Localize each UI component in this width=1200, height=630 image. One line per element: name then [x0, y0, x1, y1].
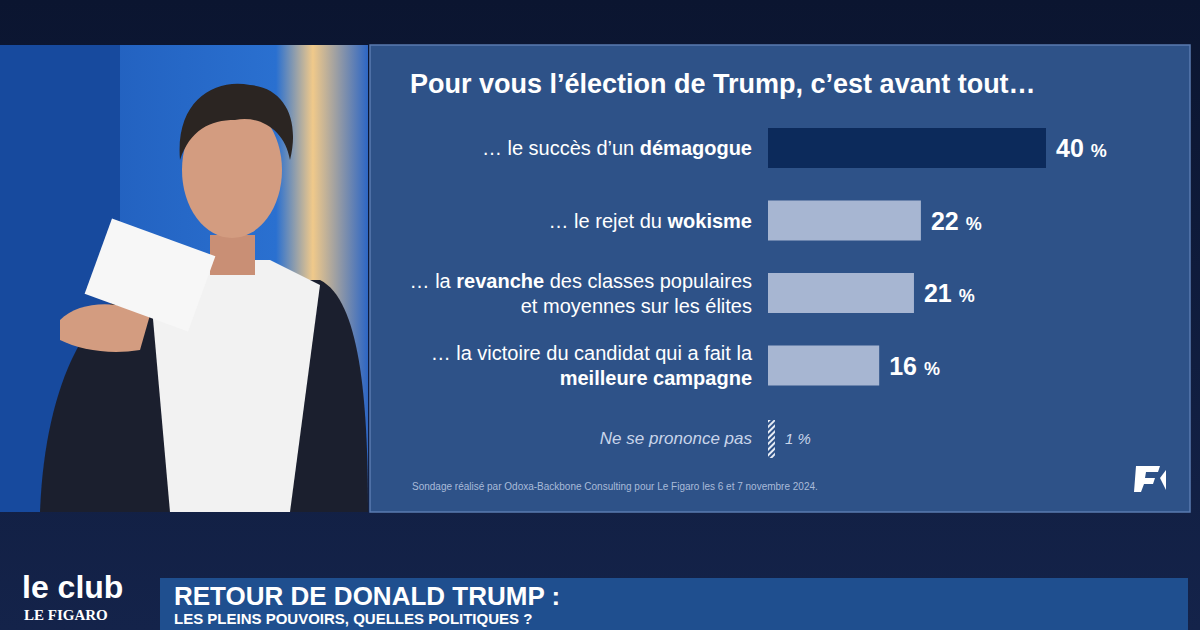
- chart-panel: Pour vous l’élection de Trump, c’est ava…: [370, 45, 1190, 512]
- label-word: la: [430, 270, 452, 292]
- label-word: prononce: [644, 429, 720, 448]
- value-number: 22: [931, 207, 966, 235]
- figaro-icon: [1134, 466, 1166, 492]
- label-line: … le succès d’un démagogue: [482, 137, 752, 159]
- label-word: victoire: [472, 342, 541, 364]
- value-label: 1 %: [785, 430, 811, 447]
- logo-bottom: LE FIGARO: [24, 607, 108, 623]
- figaro-f: [1134, 466, 1160, 492]
- label-word: sur: [635, 295, 669, 317]
- label-bold: meilleure: [560, 367, 648, 389]
- label-word: les: [669, 295, 700, 317]
- label-word: des: [544, 270, 582, 292]
- label-word: Ne: [600, 429, 622, 448]
- chart-title: Pour vous l’élection de Trump, c’est ava…: [410, 69, 1036, 99]
- neck: [210, 235, 255, 275]
- label-word: la: [731, 342, 753, 364]
- label-word: et: [521, 295, 538, 317]
- screen: Pour vous l’élection de Trump, c’est ava…: [0, 0, 1200, 630]
- label-word: moyennes: [537, 295, 635, 317]
- label-word: classes: [582, 270, 654, 292]
- studio-backdrop: [0, 45, 368, 512]
- label-word: …: [549, 210, 569, 232]
- label-bold: campagne: [648, 367, 752, 389]
- value-label: 21 %: [924, 279, 975, 307]
- label-line: … le rejet du wokisme: [549, 210, 752, 232]
- figaro-mark: [1160, 470, 1166, 490]
- label-line: … la revanche des classes populaires: [410, 270, 752, 292]
- label-word: candidat: [569, 342, 651, 364]
- label-word: fait: [699, 342, 732, 364]
- label-bold: wokisme: [662, 210, 752, 232]
- label-word: le: [569, 210, 590, 232]
- value-unit: %: [1091, 141, 1107, 161]
- value-unit: %: [959, 286, 975, 306]
- bar: [768, 420, 775, 458]
- banner-bg: [160, 578, 1188, 630]
- bar: [768, 346, 879, 386]
- label-word: rejet: [590, 210, 635, 232]
- category-label: … le succès d’un démagogue: [482, 137, 752, 159]
- label-word: qui: [650, 342, 682, 364]
- label-word: populaires: [654, 270, 752, 292]
- label-word: élites: [700, 295, 752, 317]
- label-bold: revanche: [451, 270, 544, 292]
- banner: le club LE FIGARO RETOUR DE DONALD TRUMP :…: [22, 569, 1188, 630]
- bars: [768, 128, 1046, 458]
- bar: [768, 128, 1046, 168]
- label-word: …: [482, 137, 502, 159]
- value-label: 22 %: [931, 207, 982, 235]
- category-label: Ne se prononce pas: [600, 429, 753, 448]
- label-word: le: [502, 137, 523, 159]
- label-word: du: [541, 342, 569, 364]
- chart-panel-bg: [370, 45, 1190, 512]
- category-label: … la revanche des classes populaires et m…: [410, 270, 752, 317]
- label-line: et moyennes sur les élites: [521, 295, 752, 317]
- label-line: Ne se prononce pas: [600, 429, 753, 448]
- subheadline: LES PLEINS POUVOIRS, QUELLES POLITIQUES …: [174, 610, 532, 627]
- bar: [768, 201, 921, 241]
- label-bold: démagogue: [634, 137, 752, 159]
- value-number: 40: [1056, 134, 1091, 162]
- video-panel: [0, 45, 368, 512]
- value-number: 16: [889, 352, 924, 380]
- category-label: … le rejet du wokisme: [549, 210, 752, 232]
- value-label: 16 %: [889, 352, 940, 380]
- label-word: a: [682, 342, 700, 364]
- background: [0, 0, 1200, 630]
- paper-sheet: [85, 219, 216, 332]
- label-word: succès: [523, 137, 591, 159]
- category-label: … la victoire du candidat qui a fait la m…: [431, 342, 753, 389]
- labels: … le succès d’un démagogue 40 % … le rejet…: [410, 134, 1107, 448]
- label-word: …: [410, 270, 430, 292]
- label-line: … la victoire du candidat qui a fait la: [431, 342, 753, 364]
- label-word: d’un: [591, 137, 634, 159]
- label-word: la: [451, 342, 473, 364]
- value-unit: %: [966, 214, 982, 234]
- value-label: 40 %: [1056, 134, 1107, 162]
- headline: RETOUR DE DONALD TRUMP :: [174, 581, 560, 611]
- value-unit: %: [924, 359, 940, 379]
- label-line: meilleure campagne: [560, 367, 752, 389]
- label-word: du: [634, 210, 662, 232]
- bar: [768, 273, 914, 313]
- label-word: se: [622, 429, 645, 448]
- hair: [180, 84, 293, 160]
- source: Sondage réalisé par Odoxa-Backbone Consu…: [412, 481, 818, 492]
- logo-top: le club: [22, 569, 123, 605]
- label-word: pas: [720, 429, 753, 448]
- label-word: …: [431, 342, 451, 364]
- value-number: 21: [924, 279, 959, 307]
